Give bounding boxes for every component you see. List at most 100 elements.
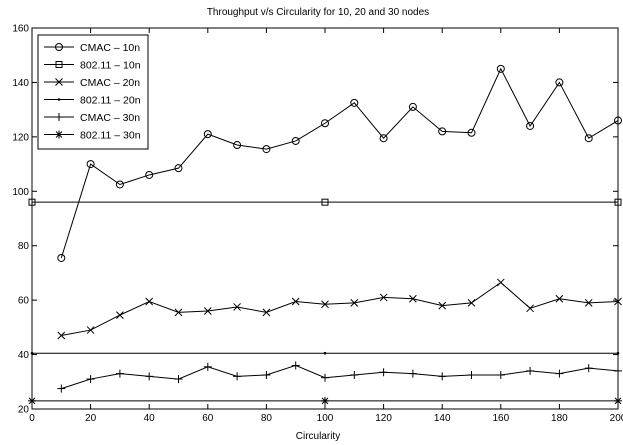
y-tick-label: 40 bbox=[18, 350, 30, 361]
x-marker bbox=[145, 297, 154, 306]
x-tick-label: 140 bbox=[434, 413, 451, 424]
x-marker bbox=[55, 78, 63, 86]
x-tick-label: 60 bbox=[202, 413, 214, 424]
x-marker-stroke bbox=[321, 300, 329, 309]
y-tick-label: 140 bbox=[12, 78, 29, 89]
x-marker bbox=[321, 300, 329, 309]
circle-marker bbox=[379, 134, 388, 143]
circle-marker bbox=[57, 253, 66, 262]
plus-marker bbox=[145, 372, 154, 381]
star-marker-stroke bbox=[614, 397, 622, 405]
x-marker-stroke bbox=[55, 78, 63, 86]
plus-marker bbox=[584, 364, 593, 373]
circle-marker bbox=[438, 127, 447, 136]
y-tick-label: 80 bbox=[18, 241, 30, 252]
plus-marker bbox=[174, 375, 183, 384]
plus-marker bbox=[55, 113, 63, 121]
circle-marker bbox=[203, 130, 212, 139]
series-line bbox=[61, 364, 619, 390]
plus-marker bbox=[350, 370, 359, 379]
circle-marker bbox=[526, 121, 535, 130]
star-marker-stroke bbox=[321, 397, 329, 405]
x-marker bbox=[116, 311, 124, 319]
legend-item: CMAC – 30n bbox=[44, 112, 140, 124]
star-marker-stroke bbox=[55, 131, 63, 138]
x-marker-stroke bbox=[291, 297, 300, 306]
circle-marker bbox=[321, 119, 329, 128]
x-marker-stroke bbox=[467, 299, 476, 307]
x-axis-label: Circularity bbox=[296, 431, 340, 442]
circle-marker bbox=[350, 98, 359, 107]
series-x bbox=[57, 278, 622, 340]
plus-marker bbox=[614, 366, 622, 375]
legend-label: CMAC – 10n bbox=[80, 42, 140, 54]
x-marker-stroke bbox=[409, 294, 417, 303]
series-line bbox=[60, 67, 619, 259]
x-marker bbox=[496, 278, 505, 287]
series-circle bbox=[57, 64, 622, 262]
square-marker bbox=[321, 198, 329, 206]
x-marker-stroke bbox=[57, 331, 66, 340]
x-marker-stroke bbox=[116, 311, 124, 319]
x-marker-stroke bbox=[555, 294, 564, 303]
x-marker-stroke bbox=[203, 307, 212, 315]
x-marker bbox=[350, 299, 359, 307]
x-marker bbox=[584, 299, 593, 307]
series-line bbox=[61, 281, 619, 337]
circle-marker bbox=[145, 170, 154, 179]
x-marker bbox=[233, 303, 241, 311]
x-tick-label: 0 bbox=[29, 413, 35, 424]
circle-marker bbox=[86, 160, 95, 169]
legend-label: CMAC – 30n bbox=[80, 112, 140, 124]
legend-item: 802.11 – 20n bbox=[44, 95, 141, 107]
point-marker bbox=[57, 98, 61, 101]
plus-marker bbox=[233, 372, 242, 381]
series-plus bbox=[57, 361, 622, 393]
circle-marker bbox=[291, 136, 300, 145]
x-marker-stroke bbox=[262, 308, 271, 317]
plus-marker bbox=[115, 369, 124, 378]
x-tick-label: 100 bbox=[317, 413, 334, 424]
x-marker-stroke bbox=[438, 301, 447, 310]
chart-title: Throughput v/s Circularity for 10, 20 an… bbox=[207, 7, 429, 18]
x-marker-stroke bbox=[86, 326, 95, 334]
y-tick-label: 20 bbox=[18, 405, 30, 416]
series-layer bbox=[28, 64, 622, 405]
circle-marker bbox=[584, 134, 593, 143]
circle-marker bbox=[467, 128, 476, 137]
star-marker bbox=[55, 130, 63, 139]
x-marker bbox=[555, 294, 564, 303]
star-marker bbox=[28, 396, 36, 405]
plus-marker bbox=[86, 375, 95, 384]
plus-marker bbox=[262, 370, 271, 379]
x-tick-label: 200 bbox=[610, 413, 623, 424]
legend-box bbox=[37, 34, 149, 150]
x-marker bbox=[203, 307, 212, 315]
legend-item: CMAC – 10n bbox=[44, 42, 140, 54]
legend-label: 802.11 – 30n bbox=[80, 130, 141, 142]
plus-marker bbox=[57, 384, 66, 393]
circle-marker bbox=[496, 64, 505, 73]
x-marker bbox=[438, 301, 447, 310]
x-tick-label: 120 bbox=[375, 413, 392, 424]
point-marker bbox=[616, 351, 620, 355]
y-tick-label: 100 bbox=[12, 187, 29, 198]
circle-marker bbox=[614, 116, 622, 125]
x-marker-stroke bbox=[379, 293, 388, 302]
x-marker bbox=[262, 308, 271, 317]
x-marker-stroke bbox=[174, 308, 183, 317]
x-tick-label: 180 bbox=[551, 413, 568, 424]
plus-marker bbox=[203, 362, 212, 371]
plus-marker bbox=[379, 368, 388, 377]
circle-marker bbox=[555, 78, 564, 87]
x-marker-stroke bbox=[350, 299, 359, 307]
star-marker-stroke bbox=[28, 397, 36, 405]
legend: CMAC – 10n 802.11 – 10n CMAC – 20n 802.11 –… bbox=[37, 34, 149, 150]
star-marker bbox=[321, 396, 329, 405]
plus-marker bbox=[408, 369, 417, 378]
x-marker bbox=[409, 294, 417, 303]
x-marker-stroke bbox=[584, 299, 593, 307]
x-tick-label: 160 bbox=[492, 413, 509, 424]
plus-marker bbox=[526, 366, 535, 375]
x-marker bbox=[379, 293, 388, 302]
